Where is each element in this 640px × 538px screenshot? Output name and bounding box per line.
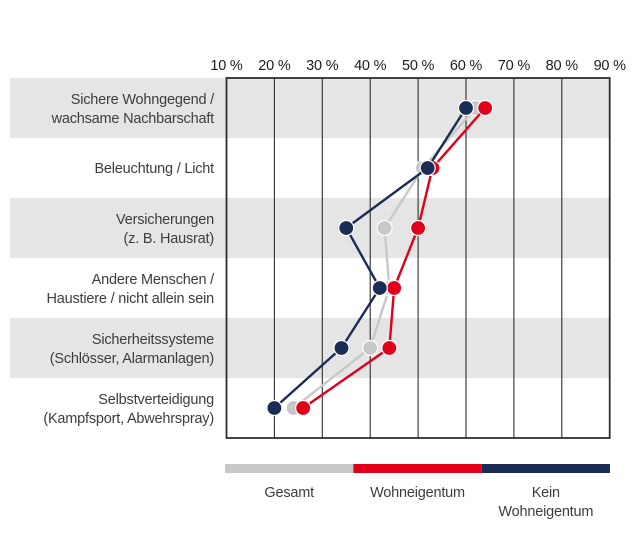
- category-label: (Kampfsport, Abwehrspray): [43, 411, 214, 427]
- row-band: [10, 318, 610, 378]
- category-label: (Schlösser, Alarmanlagen): [50, 351, 214, 367]
- data-point: [376, 219, 393, 237]
- axis-tick-label: 50 %: [402, 58, 435, 74]
- data-point: [362, 339, 379, 357]
- data-point: [371, 279, 388, 297]
- data-point: [457, 99, 475, 117]
- legend-bar-segment: [353, 464, 482, 473]
- category-label: Sicherheitssysteme: [92, 332, 214, 348]
- series-line-gesamt: [292, 107, 477, 409]
- axis-tick-label: 90 %: [594, 58, 627, 74]
- data-point: [410, 219, 427, 237]
- row-band: [10, 78, 610, 138]
- data-point: [419, 159, 436, 177]
- category-label: wachsame Nachbarschaft: [51, 111, 215, 127]
- data-point: [295, 399, 312, 417]
- category-label: Selbstverteidigung: [98, 392, 214, 408]
- series-line-kein-wohneigentum: [273, 107, 468, 409]
- category-label: Beleuchtung / Licht: [94, 161, 214, 177]
- legend-label: Wohneigentum: [370, 485, 465, 501]
- axis-tick-label: 10 %: [210, 58, 243, 74]
- category-label: Andere Menschen /: [92, 272, 216, 288]
- category-label: Versicherungen: [116, 212, 214, 228]
- axis-tick-label: 60 %: [450, 58, 483, 74]
- plot-border: [225, 77, 611, 439]
- legend-label: Kein: [532, 485, 560, 501]
- category-label: (z. B. Hausrat): [124, 231, 214, 247]
- axis-tick-label: 70 %: [498, 58, 531, 74]
- data-point: [381, 339, 398, 357]
- axis-tick-label: 40 %: [354, 58, 387, 74]
- category-label: Sichere Wohngegend /: [71, 92, 215, 108]
- data-point: [386, 279, 403, 297]
- row-band: [10, 198, 610, 258]
- data-point: [477, 99, 494, 117]
- data-point: [338, 219, 355, 237]
- category-label: Haustiere / nicht allein sein: [47, 291, 215, 307]
- axis-tick-label: 80 %: [546, 58, 579, 74]
- data-point: [266, 399, 283, 417]
- legend-label: Gesamt: [264, 485, 314, 501]
- legend-bar-segment: [225, 464, 354, 473]
- axis-tick-label: 30 %: [306, 58, 339, 74]
- series-line-wohneigentum: [302, 107, 487, 409]
- axis-tick-label: 20 %: [258, 58, 291, 74]
- legend-bar-segment: [481, 464, 610, 473]
- data-point: [333, 339, 350, 357]
- legend-label: Wohneigentum: [498, 504, 593, 520]
